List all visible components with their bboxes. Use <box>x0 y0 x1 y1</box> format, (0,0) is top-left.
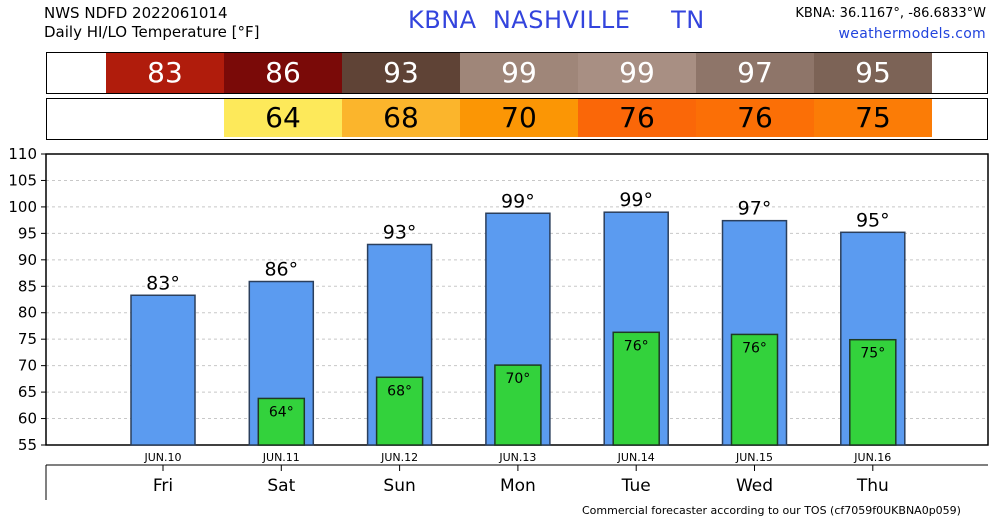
date-label: JUN.14 <box>617 451 655 464</box>
y-tick-label: 80 <box>18 304 37 322</box>
high-temp-cell-1: 86 <box>224 53 342 93</box>
high-temp-cell-3: 99 <box>460 53 578 93</box>
city-name: NASHVILLE <box>492 6 631 34</box>
station-coords: KBNA: 36.1167°, -86.6833°W <box>795 6 986 21</box>
state-name: TN <box>671 6 705 34</box>
date-label: JUN.11 <box>262 451 300 464</box>
station-id: KBNA <box>408 6 477 34</box>
date-label: JUN.15 <box>735 451 773 464</box>
low-temp-cell-6: 75 <box>814 99 932 137</box>
y-tick-label: 60 <box>18 410 37 428</box>
weekday-label: Tue <box>621 476 651 496</box>
high-bar-label: 95° <box>856 209 890 231</box>
footer-note: Commercial forecaster according to our T… <box>582 504 961 517</box>
y-tick-label: 100 <box>8 198 37 216</box>
weekday-label: Thu <box>856 476 889 496</box>
low-bar-label: 76° <box>742 340 767 356</box>
low-bar-label: 70° <box>505 371 530 387</box>
low-temperature-strip: 64 68 70 76 76 75 <box>46 98 988 140</box>
site-link[interactable]: weathermodels.com <box>838 26 986 42</box>
high-temp-cell-6: 95 <box>814 53 932 93</box>
high-temp-cell-5: 97 <box>696 53 814 93</box>
high-bar-label: 99° <box>619 189 653 211</box>
date-label: JUN.16 <box>853 451 891 464</box>
low-bar <box>257 397 306 446</box>
low-temp-cell-2: 68 <box>342 99 460 137</box>
high-temp-cell-2: 93 <box>342 53 460 93</box>
date-label: JUN.10 <box>143 451 181 464</box>
source-line: NWS NDFD 2022061014 <box>44 4 228 22</box>
y-tick-label: 65 <box>18 383 37 401</box>
y-tick-label: 105 <box>8 171 37 189</box>
weekday-label: Sun <box>383 476 415 496</box>
y-tick-label: 85 <box>18 277 37 295</box>
low-temp-cell-4: 76 <box>578 99 696 137</box>
high-bar-label: 99° <box>501 190 535 212</box>
low-temp-cell-0 <box>106 99 224 137</box>
low-temp-cell-3: 70 <box>460 99 578 137</box>
station-title: KBNA NASHVILLE TN <box>408 6 705 34</box>
low-bar <box>494 364 542 446</box>
high-temp-cell-0: 83 <box>106 53 224 93</box>
header-right: KBNA: 36.1167°, -86.6833°W weathermodels… <box>795 4 986 44</box>
high-bar-label: 86° <box>264 259 298 281</box>
low-bar <box>849 338 897 446</box>
weekday-label: Sat <box>267 476 295 496</box>
low-bar-label: 68° <box>387 383 412 399</box>
high-bar-label: 93° <box>383 221 417 243</box>
header-left: NWS NDFD 2022061014 Daily HI/LO Temperat… <box>44 4 260 42</box>
y-tick-label: 95 <box>18 224 37 242</box>
low-bar-label: 64° <box>269 404 294 420</box>
y-tick-label: 90 <box>18 251 37 269</box>
high-bar-label: 97° <box>738 198 772 220</box>
low-temp-cell-5: 76 <box>696 99 814 137</box>
low-bar-label: 76° <box>624 338 649 354</box>
high-temp-cell-4: 99 <box>578 53 696 93</box>
low-bar <box>612 331 660 446</box>
weekday-label: Fri <box>153 476 173 496</box>
y-tick-label: 75 <box>18 330 37 348</box>
high-bar-label: 83° <box>146 272 180 294</box>
high-temperature-strip: 83 86 93 99 99 97 95 <box>46 52 988 94</box>
weekday-label: Wed <box>736 476 773 496</box>
low-bar <box>375 376 424 446</box>
product-line: Daily HI/LO Temperature [°F] <box>44 23 260 41</box>
high-bar <box>130 294 196 446</box>
low-bar-label: 75° <box>860 346 885 362</box>
date-label: JUN.12 <box>380 451 418 464</box>
low-bar <box>730 333 779 446</box>
y-tick-label: 110 <box>8 145 37 163</box>
weekday-label: Mon <box>500 476 536 496</box>
y-tick-label: 70 <box>18 357 37 375</box>
y-tick-label: 55 <box>18 436 37 454</box>
date-label: JUN.13 <box>498 451 536 464</box>
low-temp-cell-1: 64 <box>224 99 342 137</box>
